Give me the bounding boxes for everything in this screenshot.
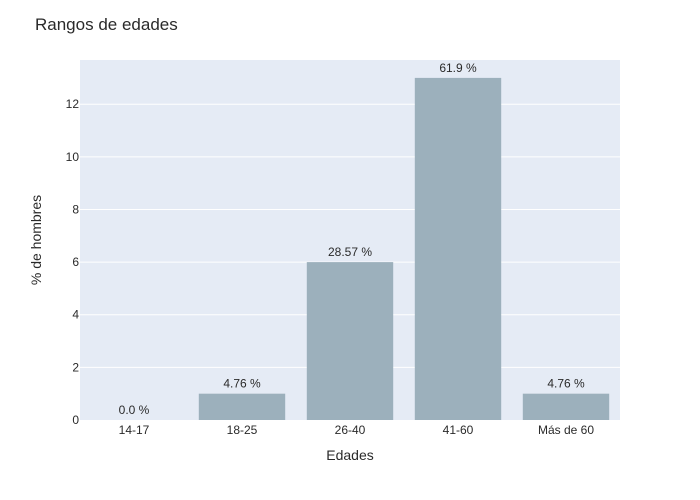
bars: 0.0 % 4.76 % 28.57 % 61.9 % 4.76 % [119,61,610,420]
bar [522,393,610,420]
y-tick-label: 12 [66,97,80,111]
bar-data-label: 0.0 % [119,403,150,417]
bar [306,262,394,420]
y-tick-label: 6 [72,255,79,269]
y-tick-label: 4 [72,308,79,322]
bar [414,77,502,420]
x-tick-label: 41-60 [443,423,474,437]
y-axis-ticks: 0 2 4 6 8 10 12 [66,97,80,427]
bar-data-label: 4.76 % [223,377,261,391]
chart-title: Rangos de edades [35,15,178,34]
x-tick-label: 14-17 [119,423,150,437]
x-tick-label: Más de 60 [538,423,594,437]
bar-data-label: 4.76 % [547,377,585,391]
bar [198,393,286,420]
x-tick-label: 18-25 [227,423,258,437]
y-tick-label: 10 [66,150,80,164]
y-tick-label: 0 [72,413,79,427]
y-tick-label: 2 [72,360,79,374]
y-tick-label: 8 [72,202,79,216]
x-axis-title: Edades [326,447,373,463]
bar-data-label: 28.57 % [328,245,372,259]
x-tick-label: 26-40 [335,423,366,437]
x-axis-ticks: 14-17 18-25 26-40 41-60 Más de 60 [119,423,595,437]
y-axis-title: % de hombres [28,195,44,285]
bar-data-label: 61.9 % [439,61,477,75]
